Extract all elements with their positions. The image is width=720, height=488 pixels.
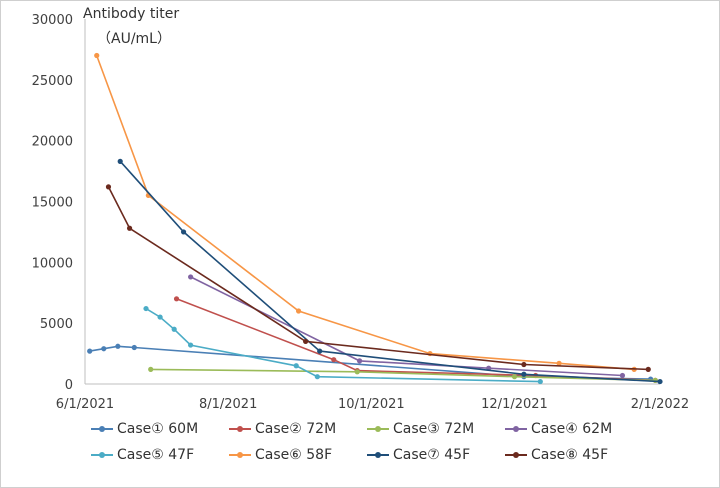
data-point	[295, 308, 302, 314]
legend-swatch	[505, 449, 527, 461]
data-point	[317, 348, 323, 354]
legend-item: Case① 60M	[91, 421, 198, 437]
legend-label: Case⑦ 45F	[393, 447, 471, 463]
data-point	[180, 229, 187, 235]
y-axis-title: Antibody titer	[83, 6, 180, 22]
data-point	[117, 158, 123, 164]
legend-swatch	[367, 423, 389, 435]
data-point	[148, 366, 154, 372]
data-point	[619, 372, 626, 379]
legend-label: Case③ 72M	[393, 421, 475, 437]
data-point	[188, 274, 194, 280]
legend-item: Case④ 62M	[505, 421, 612, 437]
data-point	[521, 361, 527, 368]
legend-item: Case⑥ 58F	[229, 447, 332, 463]
legend-item: Case⑧ 45F	[505, 447, 608, 463]
y-tick-label: 20000	[32, 135, 73, 150]
data-point	[87, 348, 93, 354]
data-point	[645, 366, 651, 372]
data-point	[521, 371, 527, 377]
data-point	[157, 314, 163, 320]
x-tick-label: 10/1/2021	[338, 397, 405, 412]
series-line-7	[119, 160, 661, 383]
legend-label: Case⑧ 45F	[531, 447, 609, 463]
data-point	[105, 184, 112, 190]
x-tick-label: 12/1/2021	[481, 397, 548, 412]
legend-label: Case④ 62M	[531, 421, 613, 437]
series-line-1	[89, 345, 651, 380]
legend-swatch	[91, 423, 113, 435]
data-point	[188, 342, 194, 348]
legend-item: Case② 72M	[229, 421, 336, 437]
legend-label: Case⑥ 58F	[255, 447, 333, 463]
y-tick-label: 25000	[32, 74, 73, 89]
legend-swatch	[505, 423, 527, 435]
y-tick-label: 5000	[40, 317, 73, 332]
data-point	[143, 305, 149, 312]
series-line-6	[95, 55, 635, 371]
data-point	[293, 363, 299, 369]
data-point	[94, 52, 100, 59]
legend-item: Case⑦ 45F	[367, 447, 470, 463]
y-tick-label: 0	[65, 378, 73, 393]
x-tick-label: 8/1/2021	[199, 397, 257, 412]
data-point	[314, 374, 320, 380]
data-point	[356, 358, 363, 364]
data-point	[331, 357, 337, 363]
data-point	[354, 369, 360, 375]
legend-label: Case② 72M	[255, 421, 337, 437]
data-point	[556, 360, 562, 366]
data-point	[657, 378, 663, 385]
data-point	[511, 374, 518, 380]
data-point	[101, 346, 107, 352]
data-point	[171, 326, 177, 332]
legend-swatch	[367, 449, 389, 461]
x-tick-label: 2/1/2022	[631, 397, 689, 412]
y-tick-label: 15000	[32, 196, 73, 211]
y-tick-label: 10000	[32, 256, 73, 271]
legend-item: Case⑤ 47F	[91, 447, 194, 463]
series-line-3	[150, 368, 656, 382]
data-point	[131, 344, 137, 351]
y-tick-label: 30000	[32, 13, 73, 28]
legend-swatch	[91, 449, 113, 461]
legend-swatch	[229, 449, 251, 461]
y-axis-unit: （AU/mL）	[97, 31, 171, 47]
data-point	[303, 338, 309, 345]
data-point	[173, 296, 180, 302]
legend-swatch	[229, 423, 251, 435]
series-line-4	[190, 276, 623, 377]
legend-label: Case① 60M	[117, 421, 199, 437]
legend-item: Case③ 72M	[367, 421, 474, 437]
data-point	[115, 343, 121, 349]
legend-label: Case⑤ 47F	[117, 447, 195, 463]
x-tick-label: 6/1/2021	[56, 397, 114, 412]
data-point	[537, 378, 543, 385]
data-point	[126, 225, 133, 231]
